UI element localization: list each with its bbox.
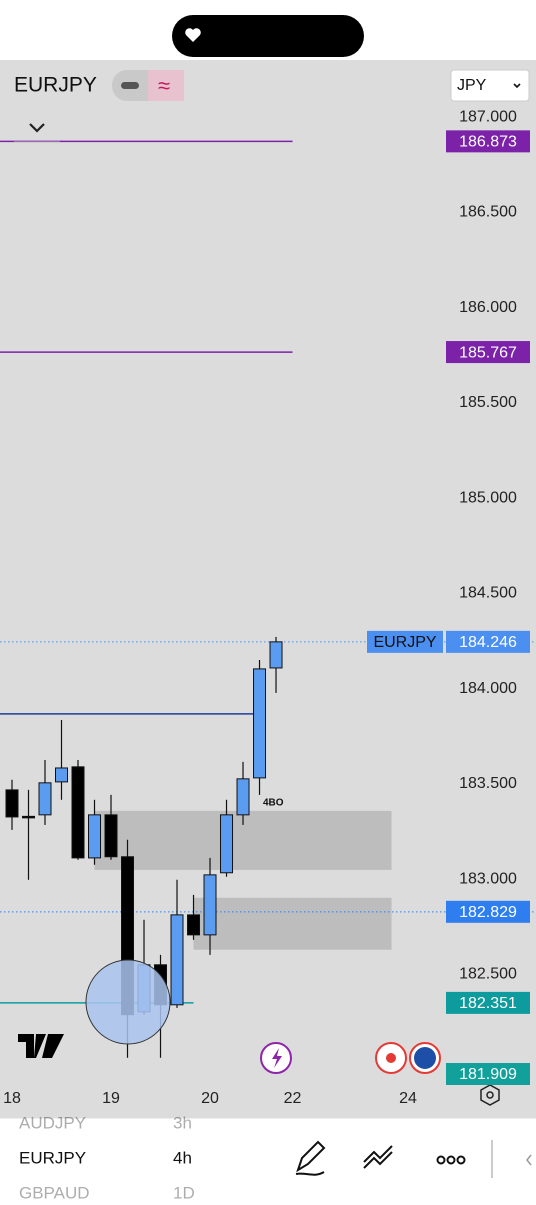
candle-body <box>55 767 69 783</box>
draw-tool-icon[interactable] <box>295 1140 326 1176</box>
more-icon[interactable] <box>436 1155 466 1165</box>
candle-body <box>170 914 184 1006</box>
candle-body <box>187 914 201 936</box>
select-chevron <box>513 83 521 89</box>
candle-body <box>220 814 234 874</box>
y-tick-label: 184.000 <box>459 680 517 697</box>
candle-body <box>269 641 283 669</box>
price-label: 184.246 <box>459 634 517 651</box>
y-tick-label: 183.500 <box>459 775 517 792</box>
heart-icon <box>185 28 201 42</box>
y-tick-label: 186.500 <box>459 204 517 221</box>
candle-body <box>5 789 19 818</box>
level-label: 185.767 <box>459 344 517 361</box>
lightning-icon <box>272 1048 282 1068</box>
level-label: 186.873 <box>459 134 517 151</box>
price-label-box <box>446 630 530 653</box>
candle-body <box>203 874 217 936</box>
price-name: EURJPY <box>373 634 436 651</box>
chart-background <box>0 60 536 1118</box>
watch-interval: 4h <box>173 1148 192 1167</box>
candle-body <box>71 766 85 859</box>
approx-icon: ≈ <box>158 73 170 98</box>
currency-select[interactable] <box>450 69 530 102</box>
y-tick-label: 184.500 <box>459 585 517 602</box>
level-label: 182.351 <box>459 995 517 1012</box>
watch-interval: 1D <box>173 1183 195 1200</box>
status-pill <box>172 15 364 57</box>
watch-symbol[interactable]: AUDJPY <box>19 1113 86 1132</box>
record-dot <box>386 1053 396 1063</box>
level-label-box <box>446 130 530 153</box>
candle-body <box>236 778 250 816</box>
tv-logo <box>18 1034 64 1058</box>
axis-label: 181.909 <box>459 1066 517 1083</box>
axis-label-box <box>446 1063 530 1085</box>
x-tick-label: 20 <box>201 1090 219 1107</box>
price-label-box <box>446 900 530 923</box>
y-tick-label: 185.000 <box>459 489 517 506</box>
candle-body <box>104 814 118 858</box>
collapse-chevron[interactable] <box>29 123 45 133</box>
y-tick-label: 187.000 <box>459 108 517 125</box>
zone <box>193 897 392 950</box>
expand-arrow[interactable] <box>526 1154 532 1166</box>
pattern-tool-icon[interactable] <box>363 1145 393 1169</box>
watch-symbol[interactable]: EURJPY <box>19 1148 86 1167</box>
x-tick-label: 22 <box>284 1090 302 1107</box>
x-tick-label: 18 <box>3 1090 21 1107</box>
settings-icon-center <box>486 1091 494 1099</box>
price-name-box <box>367 630 443 653</box>
candle-body <box>253 668 267 779</box>
eu-flag <box>414 1047 436 1069</box>
watch-symbol[interactable]: GBPAUD <box>19 1183 90 1202</box>
y-tick-label: 182.500 <box>459 966 517 983</box>
level-label-box <box>446 341 530 364</box>
level-label-box <box>446 991 530 1014</box>
candle-body <box>88 814 102 859</box>
symbol-title[interactable]: EURJPY <box>14 74 97 97</box>
y-tick-label: 185.500 <box>459 394 517 411</box>
price-label: 182.829 <box>459 904 517 921</box>
minus-icon <box>121 82 139 89</box>
y-tick-label: 186.000 <box>459 299 517 316</box>
annotation: 4BO <box>263 798 284 809</box>
highlight-circle <box>85 959 171 1045</box>
indicator-pill-right <box>148 70 184 101</box>
candle-body <box>21 815 35 819</box>
watch-interval: 3h <box>173 1113 192 1132</box>
y-tick-label: 183.000 <box>459 870 517 887</box>
x-tick-label: 24 <box>399 1090 417 1107</box>
x-tick-label: 19 <box>102 1090 120 1107</box>
currency-label: JPY <box>457 77 487 94</box>
watchlist: AUDJPY 3h EURJPY 4h GBPAUD 1D <box>19 1113 195 1202</box>
candle-body <box>38 782 52 816</box>
